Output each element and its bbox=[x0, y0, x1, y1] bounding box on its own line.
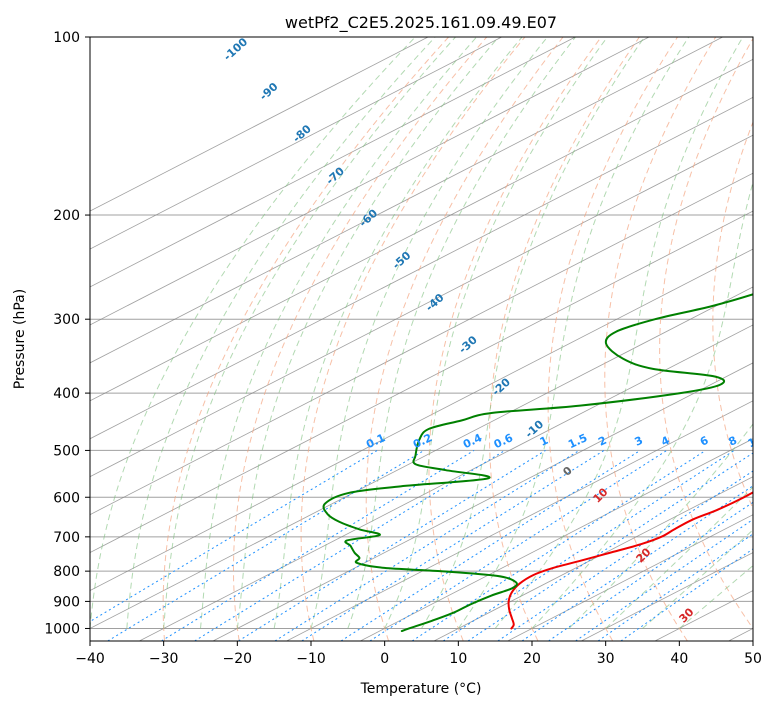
isotherm-line bbox=[360, 438, 753, 641]
isotherm-line bbox=[90, 134, 753, 478]
mixing-ratio-line bbox=[369, 449, 668, 641]
data-traces bbox=[322, 293, 753, 633]
mixing-ratio-label: 10 bbox=[746, 432, 766, 450]
moist-adiabat-line bbox=[236, 37, 500, 629]
y-tick-label: 300 bbox=[53, 312, 80, 328]
axes: −40 −30 −20 −10 0 10 20 30 40 50 100 200 300 400 500 60… bbox=[44, 30, 762, 667]
moist-adiabat-line bbox=[163, 37, 456, 629]
dry-adiabat-line bbox=[162, 37, 449, 641]
isotherm-line bbox=[90, 37, 502, 250]
isotherm-line bbox=[90, 96, 753, 440]
moist-adiabat-line bbox=[90, 37, 416, 629]
x-tick-label: −40 bbox=[75, 651, 105, 667]
y-tick-label: 100 bbox=[53, 30, 80, 46]
dry-adiabat-line bbox=[659, 37, 753, 630]
moist-adiabat-line bbox=[421, 37, 645, 629]
y-tick-label: 700 bbox=[53, 530, 80, 546]
mixing-ratio-line bbox=[161, 449, 475, 641]
x-tick-label: 30 bbox=[597, 651, 615, 667]
mixing-ratio-line bbox=[597, 533, 753, 641]
dry-adiabat-line bbox=[365, 37, 564, 641]
isotherm-line bbox=[433, 476, 753, 641]
dewpoint-profile bbox=[322, 293, 753, 633]
moist-adiabat-line bbox=[531, 180, 753, 629]
isotherm-line bbox=[90, 286, 753, 629]
x-tick-label: −10 bbox=[296, 651, 326, 667]
x-tick-label: −20 bbox=[223, 651, 253, 667]
isotherm-line bbox=[90, 210, 753, 554]
moist-adiabat-line bbox=[457, 37, 690, 629]
moist-adiabat-line bbox=[494, 37, 744, 629]
mixing-ratio-line bbox=[90, 449, 378, 623]
x-tick-label: 20 bbox=[523, 651, 541, 667]
moist-adiabat-line bbox=[347, 37, 576, 629]
dry-adiabat-line bbox=[604, 37, 717, 641]
plot-frame bbox=[89, 36, 754, 642]
mixing-ratio-line bbox=[340, 449, 641, 641]
x-tick-label: 0 bbox=[380, 651, 389, 667]
moist-adiabat-line bbox=[126, 37, 436, 629]
mixing-ratio-line bbox=[411, 449, 706, 641]
x-tick-label: −30 bbox=[149, 651, 179, 667]
y-tick-label: 200 bbox=[53, 208, 80, 224]
background-lines bbox=[90, 37, 753, 641]
moist-adiabat-line bbox=[273, 37, 523, 629]
mixing-ratio-line bbox=[107, 449, 425, 641]
chart-title: wetPf2_C2E5.2025.161.09.49.E07 bbox=[285, 13, 557, 33]
isotherm-line bbox=[139, 324, 753, 641]
y-tick-label: 900 bbox=[53, 594, 80, 610]
isotherm-line bbox=[90, 37, 576, 288]
isotherm-line bbox=[90, 172, 753, 516]
isotherm-line bbox=[212, 362, 753, 641]
y-tick-label: 800 bbox=[53, 564, 80, 580]
mixing-ratio-line bbox=[497, 470, 753, 641]
dry-adiabat-line bbox=[489, 37, 640, 641]
y-tick-label: 600 bbox=[53, 490, 80, 506]
mixing-ratio-line bbox=[548, 501, 753, 641]
x-tick-label: 10 bbox=[449, 651, 467, 667]
x-axis-label: Temperature (°C) bbox=[360, 681, 482, 697]
isotherm-line bbox=[90, 248, 753, 591]
dry-adiabat-line bbox=[300, 37, 526, 641]
dry-adiabat-line bbox=[232, 37, 488, 641]
isotherm-line bbox=[90, 37, 429, 212]
mixing-ratio-line bbox=[575, 518, 753, 641]
mixing-ratio-line bbox=[620, 548, 753, 641]
y-tick-label: 400 bbox=[53, 386, 80, 402]
isotherm-line bbox=[90, 37, 723, 364]
dry-adiabat-line bbox=[547, 37, 678, 641]
moist-adiabat-line bbox=[310, 37, 548, 629]
mixing-ratio-line bbox=[521, 485, 753, 641]
isotherm-line bbox=[286, 400, 753, 641]
dry-adiabat-line bbox=[712, 120, 753, 510]
moist-adiabat-line bbox=[605, 486, 753, 629]
y-tick-label: 500 bbox=[53, 443, 80, 459]
mixing-ratio-line bbox=[238, 449, 546, 641]
x-tick-label: 50 bbox=[744, 651, 762, 667]
temperature-profile bbox=[507, 491, 753, 630]
y-tick-label: 1000 bbox=[44, 621, 80, 637]
isotherm-line bbox=[90, 37, 650, 326]
isotherm-line bbox=[507, 514, 753, 641]
x-tick-label: 40 bbox=[670, 651, 688, 667]
isotherm-line bbox=[90, 58, 753, 402]
dry-adiabat-line bbox=[428, 37, 602, 641]
y-axis-label: Pressure (hPa) bbox=[12, 289, 28, 389]
